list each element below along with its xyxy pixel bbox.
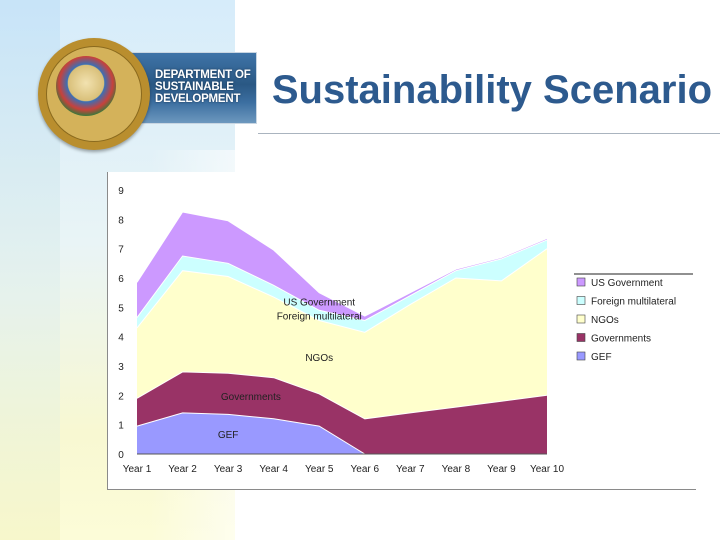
legend-label-foreign-multilateral: Foreign multilateral — [591, 297, 676, 308]
series-edge-ngos — [136, 248, 548, 333]
area-label-ngos: NGOs — [305, 353, 333, 364]
x-tick-label: Year 1 — [123, 464, 152, 475]
legend-label-ngos: NGOs — [591, 315, 619, 326]
y-tick-label: 7 — [118, 245, 124, 256]
y-tick-label: 5 — [118, 303, 124, 314]
logo-text: DEPARTMENT OF SUSTAINABLE DEVELOPMENT — [155, 69, 251, 105]
x-tick-label: Year 3 — [214, 464, 243, 475]
legend-label-gef: GEF — [591, 352, 612, 363]
area-label-gef: GEF — [218, 430, 239, 441]
y-tick-label: 1 — [118, 421, 124, 432]
legend-label-us-government: US Government — [591, 278, 663, 289]
series-area-gef — [137, 412, 547, 454]
seal-emblem — [56, 56, 116, 116]
y-tick-label: 3 — [118, 362, 124, 373]
x-tick-label: Year 6 — [351, 464, 380, 475]
legend-swatch-us-government — [576, 277, 586, 287]
oas-seal-icon — [38, 38, 150, 150]
x-tick-label: Year 9 — [487, 464, 516, 475]
series-edge-foreign-multilateral — [136, 239, 548, 322]
series-edge-us-government — [136, 211, 548, 317]
panel-border-left — [107, 172, 108, 490]
y-tick-label: 8 — [118, 215, 124, 226]
x-tick-label: Year 4 — [259, 464, 288, 475]
series-area-us-government — [137, 212, 547, 321]
series-edge-governments — [136, 371, 548, 420]
legend-label-governments: Governments — [591, 334, 651, 345]
panel-border-bottom — [107, 489, 696, 490]
chart-panel: 0 1 2 3 4 5 6 7 8 9 Year 1 Year 2 Year 3 Year 4 Year 5… — [107, 172, 696, 490]
area-label-foreign-multilateral: Foreign multilateral — [277, 311, 362, 322]
legend-swatch-governments — [576, 333, 586, 342]
x-tick-label: Year 8 — [442, 464, 471, 475]
series-area-ngos — [137, 248, 547, 419]
y-tick-label: 2 — [118, 391, 124, 402]
x-tick-label: Year 10 — [530, 464, 565, 475]
title-underline — [258, 133, 720, 134]
legend-swatch-foreign-multilateral — [576, 296, 586, 305]
area-label-us-government: US Government — [283, 297, 355, 308]
series-area-governments — [137, 371, 547, 454]
x-tick-label: Year 7 — [396, 464, 425, 475]
legend-swatch-gef — [576, 351, 586, 361]
y-tick-label: 6 — [118, 274, 124, 285]
legend-swatch-ngos — [576, 314, 586, 324]
x-tick-label: Year 5 — [305, 464, 334, 475]
y-tick-label: 4 — [118, 333, 124, 344]
area-label-governments: Governments — [221, 392, 281, 403]
y-tick-label: 0 — [118, 450, 124, 461]
stacked-area-chart: 0 1 2 3 4 5 6 7 8 9 Year 1 Year 2 Year 3 Year 4 Year 5… — [118, 186, 693, 475]
y-tick-label: 9 — [118, 186, 124, 197]
x-tick-label: Year 2 — [168, 464, 197, 475]
slide-title: Sustainability Scenario — [271, 68, 712, 112]
